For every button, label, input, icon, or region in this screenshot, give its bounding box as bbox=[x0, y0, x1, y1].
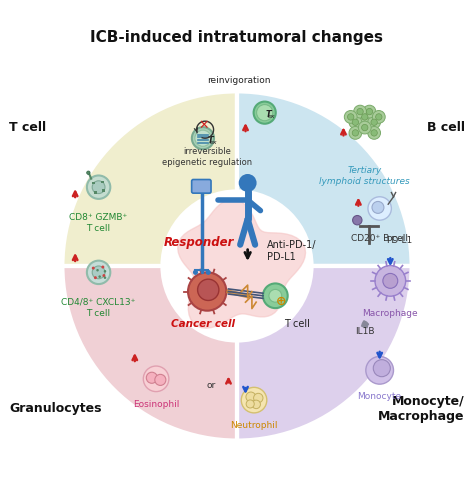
Circle shape bbox=[188, 272, 227, 310]
Circle shape bbox=[102, 274, 105, 277]
Circle shape bbox=[368, 126, 381, 140]
Text: CD8⁺ GZMB⁺
T cell: CD8⁺ GZMB⁺ T cell bbox=[70, 212, 128, 233]
FancyBboxPatch shape bbox=[94, 191, 97, 194]
Circle shape bbox=[246, 392, 256, 402]
Circle shape bbox=[99, 276, 101, 278]
Circle shape bbox=[87, 176, 110, 199]
Circle shape bbox=[155, 374, 166, 386]
Text: Responder: Responder bbox=[164, 236, 234, 249]
Circle shape bbox=[256, 104, 273, 121]
Circle shape bbox=[96, 269, 99, 272]
Circle shape bbox=[362, 124, 368, 131]
Text: ICB-induced intratumoral changes: ICB-induced intratumoral changes bbox=[91, 30, 383, 44]
Text: Tertiary
lymphoid structures: Tertiary lymphoid structures bbox=[319, 166, 410, 186]
Circle shape bbox=[372, 202, 384, 213]
Polygon shape bbox=[178, 200, 306, 328]
Circle shape bbox=[358, 121, 371, 134]
Text: IL1B: IL1B bbox=[355, 328, 374, 336]
Wedge shape bbox=[63, 266, 237, 440]
Circle shape bbox=[352, 119, 359, 126]
Text: CD20⁺ B cell: CD20⁺ B cell bbox=[351, 234, 408, 243]
Circle shape bbox=[373, 110, 385, 124]
Wedge shape bbox=[63, 92, 237, 440]
Circle shape bbox=[192, 127, 214, 150]
Polygon shape bbox=[362, 321, 369, 328]
Text: Granulocytes: Granulocytes bbox=[9, 402, 101, 415]
FancyBboxPatch shape bbox=[92, 182, 94, 184]
Circle shape bbox=[357, 108, 363, 115]
Text: irreversible
epigenetic regulation: irreversible epigenetic regulation bbox=[162, 148, 252, 168]
Text: CD4/8⁺ CXCL13⁺
T cell: CD4/8⁺ CXCL13⁺ T cell bbox=[62, 298, 136, 318]
Circle shape bbox=[375, 266, 406, 296]
Text: B cell: B cell bbox=[427, 121, 465, 134]
Circle shape bbox=[375, 114, 382, 120]
Text: Macrophage: Macrophage bbox=[363, 308, 418, 318]
Circle shape bbox=[146, 372, 157, 384]
Circle shape bbox=[143, 366, 169, 392]
Circle shape bbox=[371, 119, 377, 126]
Circle shape bbox=[163, 192, 311, 340]
Text: Monocyte: Monocyte bbox=[357, 392, 402, 400]
Circle shape bbox=[371, 130, 377, 136]
Text: or: or bbox=[207, 380, 216, 390]
Text: ⊕: ⊕ bbox=[276, 295, 287, 308]
Circle shape bbox=[252, 400, 260, 408]
Circle shape bbox=[383, 274, 398, 288]
Circle shape bbox=[344, 110, 357, 124]
Circle shape bbox=[349, 126, 362, 140]
Circle shape bbox=[269, 290, 282, 302]
Text: ✕: ✕ bbox=[199, 119, 209, 132]
Text: T: T bbox=[266, 110, 272, 120]
Circle shape bbox=[198, 279, 219, 300]
Circle shape bbox=[368, 116, 381, 128]
Circle shape bbox=[92, 266, 105, 278]
Circle shape bbox=[358, 110, 371, 124]
Circle shape bbox=[101, 266, 104, 268]
Text: Anti-PD-1/
PD-L1: Anti-PD-1/ PD-L1 bbox=[267, 240, 316, 262]
FancyBboxPatch shape bbox=[102, 189, 105, 192]
Text: T: T bbox=[207, 136, 213, 145]
Text: Monocyte/
Macrophage: Monocyte/ Macrophage bbox=[378, 394, 465, 422]
Circle shape bbox=[373, 360, 390, 376]
Circle shape bbox=[354, 105, 366, 118]
Circle shape bbox=[87, 171, 90, 174]
Text: ex: ex bbox=[210, 140, 217, 145]
FancyBboxPatch shape bbox=[101, 180, 104, 184]
Circle shape bbox=[193, 270, 198, 275]
Circle shape bbox=[353, 216, 362, 225]
Circle shape bbox=[368, 197, 392, 220]
Circle shape bbox=[92, 181, 105, 194]
Text: T cell: T cell bbox=[283, 319, 310, 329]
Circle shape bbox=[352, 130, 359, 136]
Circle shape bbox=[246, 400, 254, 408]
Circle shape bbox=[349, 116, 362, 128]
Text: reinvigoration: reinvigoration bbox=[208, 76, 271, 85]
Circle shape bbox=[241, 388, 267, 413]
Circle shape bbox=[195, 130, 211, 146]
Text: Neutrophil: Neutrophil bbox=[230, 422, 278, 430]
Circle shape bbox=[366, 356, 393, 384]
Circle shape bbox=[92, 266, 95, 270]
Circle shape bbox=[254, 394, 263, 402]
Text: Cancer cell: Cancer cell bbox=[171, 319, 235, 329]
Circle shape bbox=[263, 284, 288, 308]
Text: T cell: T cell bbox=[9, 121, 46, 134]
Text: PD-L1: PD-L1 bbox=[386, 236, 412, 245]
Circle shape bbox=[87, 260, 110, 284]
Circle shape bbox=[362, 114, 368, 120]
Circle shape bbox=[206, 270, 211, 275]
Circle shape bbox=[94, 276, 97, 279]
Circle shape bbox=[104, 276, 106, 279]
Text: Eosinophil: Eosinophil bbox=[133, 400, 179, 409]
Wedge shape bbox=[237, 92, 411, 266]
Circle shape bbox=[347, 114, 354, 120]
Circle shape bbox=[254, 102, 276, 124]
Circle shape bbox=[366, 108, 373, 115]
Circle shape bbox=[363, 105, 376, 118]
Circle shape bbox=[104, 270, 106, 272]
Text: ex: ex bbox=[268, 114, 275, 119]
Wedge shape bbox=[237, 266, 411, 440]
FancyBboxPatch shape bbox=[191, 180, 211, 193]
Circle shape bbox=[239, 174, 256, 192]
